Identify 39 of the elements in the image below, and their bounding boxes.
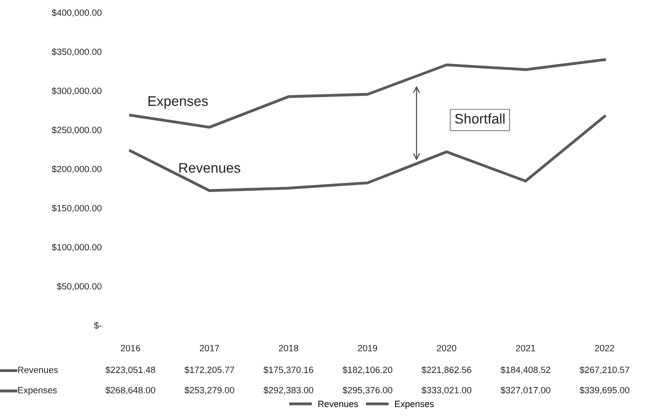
legend-label: Revenues	[18, 366, 58, 374]
x-tick-label: 2017	[200, 344, 220, 352]
data-label: $221,862.56	[422, 366, 472, 374]
line-series	[129, 58, 606, 129]
data-label: $223,051.48	[105, 366, 156, 374]
y-tick-label: $200,000.00	[52, 165, 102, 174]
data-label: $253,279.00	[184, 386, 234, 394]
data-label: $182,106.20	[342, 366, 392, 374]
x-tick-label: 2020	[436, 344, 456, 352]
x-tick-label: 2019	[358, 344, 378, 352]
x-tick-label: 2016	[120, 344, 140, 352]
data-label: $267,210.57	[580, 366, 630, 374]
y-tick-label: $150,000.00	[52, 204, 102, 212]
y-tick-label: $100,000.00	[52, 244, 102, 252]
data-label: $184,408.52	[500, 366, 550, 374]
x-tick-label: 2021	[516, 344, 536, 352]
data-label: $175,370.16	[264, 366, 314, 374]
y-tick-label: $350,000.00	[52, 48, 102, 56]
legend-label: Expenses	[18, 387, 57, 396]
x-tick-label: 2018	[278, 344, 298, 352]
data-label: $295,376.00	[342, 386, 392, 394]
data-label: $339,695.00	[580, 386, 630, 394]
data-label: $268,648.00	[105, 386, 156, 394]
text: Revenues	[179, 163, 240, 173]
y-tick-label: $400,000.00	[52, 9, 102, 17]
data-label: $292,383.00	[264, 386, 314, 394]
y-tick-label: $50,000.00	[56, 282, 102, 291]
data-label: $327,017.00	[500, 386, 550, 394]
data-label: $172,205.77	[184, 366, 234, 374]
text: Expenses	[148, 96, 208, 109]
text: Revenues	[318, 400, 358, 408]
y-tick-label: $250,000.00	[52, 126, 102, 134]
text: Expenses	[395, 400, 434, 409]
line-series	[129, 114, 606, 192]
y-tick-label: $300,000.00	[52, 87, 102, 96]
y-tick-label: $-	[94, 322, 102, 330]
x-tick-label: 2022	[595, 344, 614, 352]
data-label: $333,021.00	[422, 386, 472, 394]
annotation: Shortfall	[455, 113, 504, 124]
